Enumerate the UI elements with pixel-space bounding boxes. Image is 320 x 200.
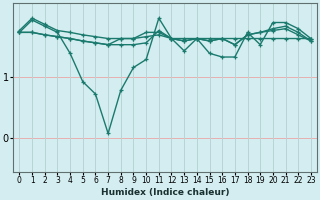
X-axis label: Humidex (Indice chaleur): Humidex (Indice chaleur) (101, 188, 229, 197)
